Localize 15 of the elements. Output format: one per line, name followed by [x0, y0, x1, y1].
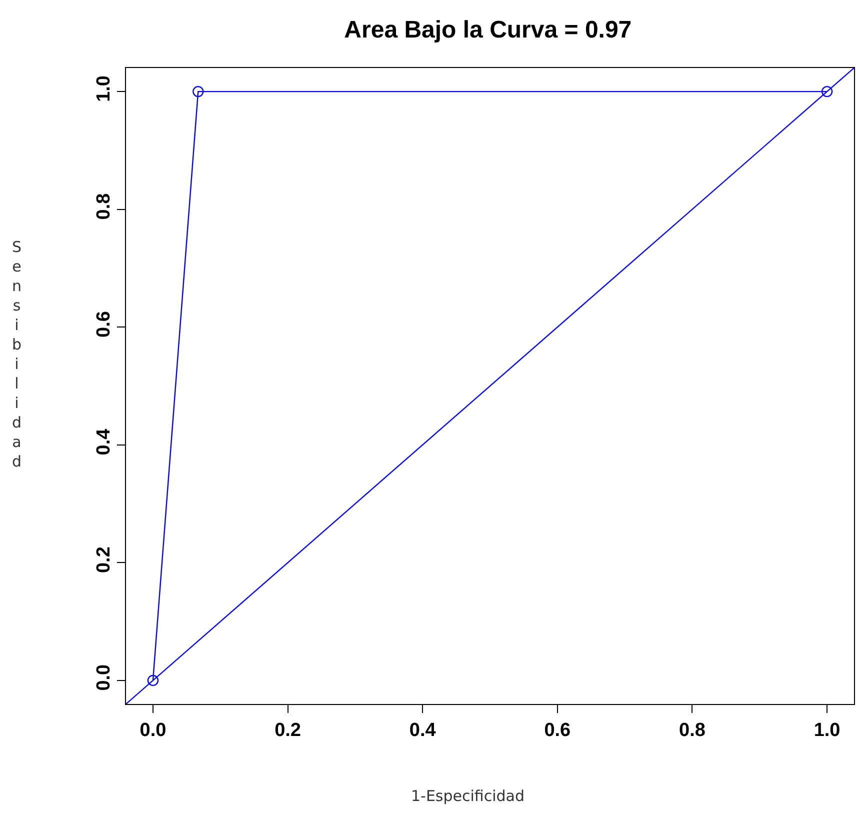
y-tick-label: 1.0	[93, 76, 114, 102]
x-tick-label: 0.4	[409, 720, 436, 741]
x-tick-label: 0.0	[140, 720, 166, 741]
x-tick-label: 0.6	[544, 720, 571, 741]
x-tick-label: 0.2	[274, 720, 301, 741]
x-tick-label: 0.8	[679, 720, 706, 741]
y-tick-label: 0.6	[93, 311, 114, 338]
y-tick-label: 0.8	[93, 193, 114, 220]
y-tick-label: 0.2	[93, 546, 114, 574]
x-axis-title: 1-Especificidad	[411, 787, 525, 805]
y-tick-label: 0.0	[93, 664, 114, 691]
chart-title: Area Bajo la Curva = 0.97	[344, 16, 632, 44]
y-tick-label: 0.4	[93, 428, 114, 456]
x-tick-label: 1.0	[814, 720, 840, 741]
text: Sensibilidad	[12, 238, 22, 470]
